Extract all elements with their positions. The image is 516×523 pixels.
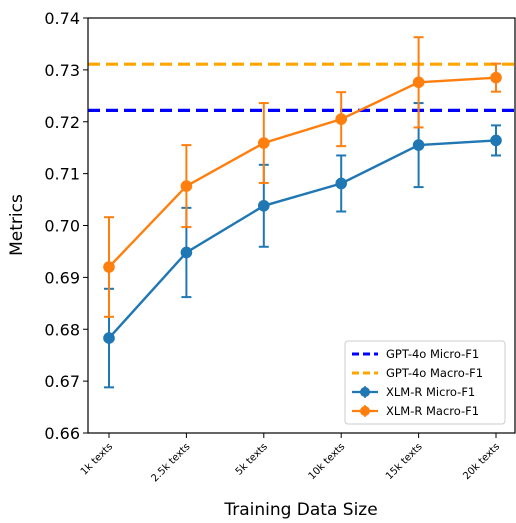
x-tick-label: 5k texts bbox=[234, 441, 270, 477]
legend-swatch-marker bbox=[360, 387, 370, 397]
y-tick-label: 0.69 bbox=[44, 268, 80, 287]
data-point bbox=[335, 177, 348, 190]
y-tick-label: 0.71 bbox=[44, 165, 80, 184]
legend-label: XLM-R Micro-F1 bbox=[386, 385, 475, 399]
y-tick-label: 0.74 bbox=[44, 9, 80, 28]
y-tick-label: 0.70 bbox=[44, 217, 80, 236]
y-tick-label: 0.73 bbox=[44, 61, 80, 80]
data-point bbox=[180, 246, 193, 259]
y-tick-label: 0.68 bbox=[44, 320, 80, 339]
legend-label: GPT-4o Macro-F1 bbox=[386, 366, 483, 380]
data-point bbox=[412, 76, 425, 89]
legend-label: XLM-R Macro-F1 bbox=[386, 404, 479, 418]
series-line bbox=[108, 139, 497, 339]
data-point bbox=[490, 134, 502, 147]
data-point bbox=[258, 199, 270, 212]
data-point bbox=[412, 139, 425, 151]
legend-swatch-marker bbox=[360, 406, 370, 416]
x-axis-title: Training Data Size bbox=[223, 500, 377, 519]
legend: GPT-4o Micro-F1 GPT-4o Macro-F1 XLM-R Micr… bbox=[344, 340, 506, 425]
x-tick-label: 2.5k texts bbox=[150, 441, 193, 484]
series-line bbox=[108, 76, 497, 268]
y-tick-label: 0.67 bbox=[44, 372, 80, 391]
plot-layer bbox=[88, 36, 515, 389]
y-tick-label: 0.72 bbox=[44, 113, 80, 132]
legend-label: GPT-4o Micro-F1 bbox=[386, 347, 479, 361]
y-tick-label: 0.66 bbox=[44, 424, 80, 443]
legend-box bbox=[344, 340, 506, 425]
data-point bbox=[335, 113, 348, 125]
data-point bbox=[490, 71, 502, 84]
x-tick-label: 1k texts bbox=[79, 441, 115, 477]
y-axis-title: Metrics bbox=[7, 194, 27, 256]
x-tick-label: 10k texts bbox=[307, 441, 348, 482]
data-point bbox=[258, 137, 270, 149]
x-tick-label: 15k texts bbox=[384, 441, 425, 482]
data-point bbox=[180, 180, 193, 192]
data-point bbox=[103, 332, 115, 344]
data-point bbox=[103, 261, 115, 273]
x-tick-label: 20k texts bbox=[461, 441, 502, 482]
